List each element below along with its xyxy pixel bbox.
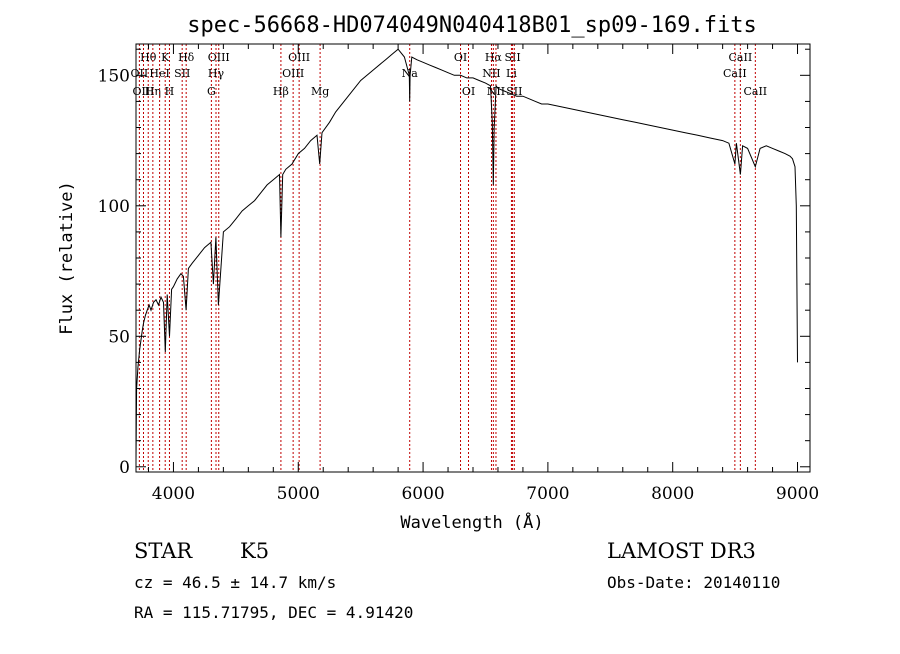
line-marker-label: Hδ [178,51,195,64]
line-marker-label: SII [174,67,190,80]
redshift-cz: cz = 46.5 ± 14.7 km/s [134,573,336,592]
obs-date: Obs-Date: 20140110 [607,573,780,592]
x-tick-label: 7000 [526,484,569,504]
object-class: STAR [134,539,193,563]
chart-title: spec-56668-HD074049N040418B01_sp09-169.f… [187,13,757,38]
object-subclass: K5 [240,539,269,563]
line-marker-label: OIII [282,67,304,80]
line-marker-label: Hα [485,51,503,64]
line-marker-label: Hη [145,85,161,98]
line-marker-label: CaII [743,85,767,98]
line-marker-label: SII [506,85,522,98]
x-tick-label: 4000 [152,484,195,504]
line-marker-label: OIII [132,85,154,98]
y-axis-label: Flux (relative) [57,181,77,335]
y-axis-ticks: 0 50 100 150 [98,48,810,478]
x-axis-ticks: 4000 5000 6000 7000 8000 9000 [147,44,819,504]
line-marker-label: Hθ [140,51,157,64]
line-marker-label: OI [454,51,467,64]
spectrum-line [135,48,798,462]
y-tick-label: 100 [98,197,130,217]
line-marker-label: CaII [723,67,747,80]
line-marker-label: OIII [288,51,310,64]
line-marker-label: OII [131,67,149,80]
line-marker-label: OIII [208,51,230,64]
y-tick-label: 50 [108,327,130,347]
line-marker-label: CaII [729,51,753,64]
x-tick-label: 5000 [277,484,320,504]
line-marker-label: G [207,85,216,98]
y-tick-label: 150 [98,66,130,86]
survey-name: LAMOST DR3 [607,539,756,563]
line-marker-label: HeI [149,67,169,80]
line-marker-label: Hγ [208,67,225,80]
plot-frame [135,43,811,473]
ra-dec: RA = 115.71795, DEC = 4.91420 [134,603,413,622]
x-tick-label: 6000 [401,484,444,504]
line-marker-label: K [161,51,170,64]
line-marker-label: OI [462,85,475,98]
line-marker-label: H [165,85,175,98]
line-marker-label: Mg [311,85,329,98]
x-axis-label: Wavelength (Å) [400,511,543,533]
y-tick-label: 0 [119,458,130,478]
x-tick-label: 9000 [776,484,819,504]
line-marker-label: NII [482,67,500,80]
line-marker-label: Hβ [273,85,289,98]
line-marker-label: SII [504,51,520,64]
line-marker-label: Li [506,67,517,80]
x-tick-label: 8000 [651,484,694,504]
